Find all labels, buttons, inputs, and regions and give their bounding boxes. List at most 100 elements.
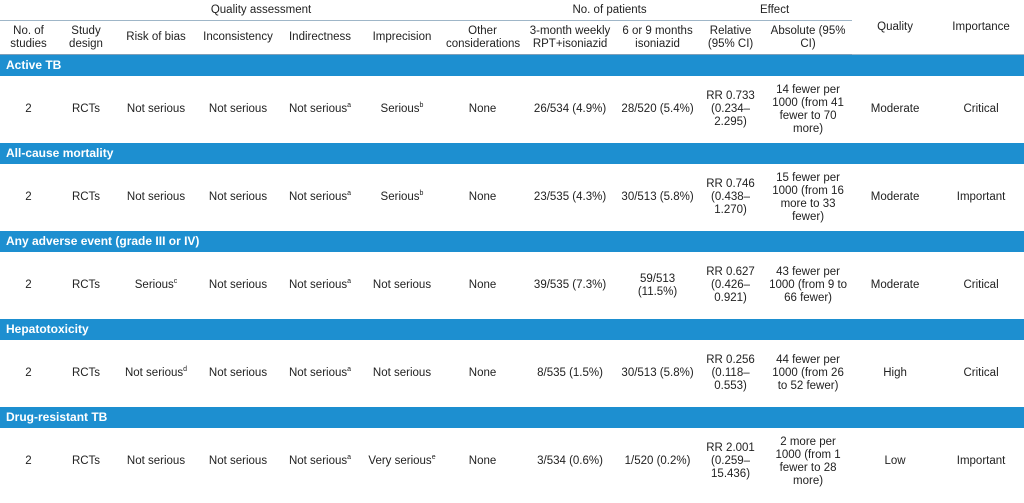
- outcome-title: All-cause mortality: [0, 143, 1024, 164]
- table-row: 2 RCTs Not serious Not serious Not serio…: [0, 76, 1024, 143]
- imprecision-value: Serious: [380, 191, 420, 203]
- table-row: 2 RCTs Not serious Not serious Not serio…: [0, 164, 1024, 231]
- outcome-title: Any adverse event (grade III or IV): [0, 231, 1024, 252]
- cell-importance: Critical: [963, 279, 999, 291]
- indirectness-value: Not serious: [288, 103, 348, 115]
- cell-no-of-studies: 2: [25, 279, 32, 291]
- indirectness-value: Not serious: [288, 455, 348, 467]
- cell-inconsistency: Not serious: [208, 103, 268, 115]
- cell-imprecision: Seriousb: [361, 76, 443, 143]
- cell-isoniazid: 28/520 (5.4%): [621, 103, 694, 115]
- cell-isoniazid: 1/520 (0.2%): [624, 455, 691, 467]
- header-group-row: Quality assessment No. of patients Effec…: [0, 0, 1024, 55]
- imprecision-value: Very serious: [368, 455, 432, 467]
- cell-risk-of-bias: Not serious: [115, 428, 197, 495]
- cell-imprecision: Very seriouse: [361, 428, 443, 495]
- imprecision-value: Not serious: [372, 367, 432, 379]
- col-rpt-isoniazid: 3-month weekly RPT+isoniazid: [522, 20, 619, 55]
- cell-imprecision: Seriousb: [361, 164, 443, 231]
- footnote-marker: c: [173, 278, 178, 286]
- cell-other-considerations: None: [468, 367, 497, 379]
- footnote-marker: b: [419, 190, 424, 198]
- cell-absolute: 44 fewer per 1000 (from 26 to 52 fewer): [772, 354, 844, 392]
- cell-study-design: RCTs: [71, 367, 101, 379]
- col-inconsistency: Inconsistency: [197, 20, 279, 55]
- cell-isoniazid: 59/513 (11.5%): [637, 272, 678, 298]
- cell-relative: RR 0.746 (0.438–1.270): [706, 178, 755, 216]
- cell-absolute: 2 more per 1000 (from 1 fewer to 28 more…: [775, 435, 841, 487]
- cell-no-of-studies: 2: [25, 455, 32, 467]
- footnote-marker: a: [347, 454, 352, 462]
- table-row: 2 RCTs Not serious Not serious Not serio…: [0, 428, 1024, 495]
- outcome-section-header: Hepatotoxicity: [0, 319, 1024, 340]
- cell-quality: High: [883, 367, 907, 379]
- outcome-section-header: Any adverse event (grade III or IV): [0, 231, 1024, 252]
- cell-quality: Low: [884, 455, 906, 467]
- col-relative: Relative (95% CI): [697, 20, 765, 55]
- col-imprecision: Imprecision: [361, 20, 443, 55]
- cell-indirectness: Not seriousa: [279, 340, 361, 407]
- indirectness-value: Not serious: [288, 279, 348, 291]
- cell-absolute: 14 fewer per 1000 (from 41 fewer to 70 m…: [772, 83, 844, 135]
- cell-rpt-isoniazid: 39/535 (7.3%): [533, 279, 607, 291]
- cell-risk-of-bias: Not serious: [115, 76, 197, 143]
- cell-quality: Moderate: [870, 279, 920, 291]
- cell-study-design: RCTs: [71, 455, 101, 467]
- cell-indirectness: Not seriousa: [279, 252, 361, 319]
- cell-rpt-isoniazid: 26/534 (4.9%): [533, 103, 607, 115]
- group-quality-assessment: Quality assessment: [0, 0, 523, 21]
- col-study-design: Study design: [57, 20, 115, 55]
- footnote-marker: a: [347, 278, 352, 286]
- table-body: Active TB 2 RCTs Not serious Not serious…: [0, 54, 1024, 496]
- outcome-title: Active TB: [0, 54, 1024, 76]
- cell-quality: Moderate: [870, 103, 920, 115]
- risk-of-bias-value: Not serious: [126, 191, 186, 203]
- group-effect: Effect: [697, 0, 853, 21]
- cell-no-of-studies: 2: [25, 191, 32, 203]
- group-no-of-patients: No. of patients: [522, 0, 698, 21]
- cell-inconsistency: Not serious: [208, 191, 268, 203]
- footnote-marker: a: [347, 102, 352, 110]
- cell-other-considerations: None: [468, 191, 497, 203]
- cell-indirectness: Not seriousa: [279, 164, 361, 231]
- cell-rpt-isoniazid: 8/535 (1.5%): [537, 367, 603, 379]
- cell-isoniazid: 30/513 (5.8%): [621, 191, 694, 203]
- cell-no-of-studies: 2: [25, 103, 32, 115]
- indirectness-value: Not serious: [288, 191, 348, 203]
- cell-absolute: 43 fewer per 1000 (from 9 to 66 fewer): [769, 266, 848, 304]
- footnote-marker: b: [419, 102, 424, 110]
- cell-study-design: RCTs: [71, 191, 101, 203]
- cell-risk-of-bias: Not serious: [115, 164, 197, 231]
- cell-rpt-isoniazid: 23/535 (4.3%): [533, 191, 607, 203]
- col-no-of-studies: No. of studies: [0, 20, 57, 55]
- cell-other-considerations: None: [468, 103, 497, 115]
- cell-absolute: 15 fewer per 1000 (from 16 more to 33 fe…: [772, 171, 844, 223]
- outcome-title: Drug-resistant TB: [0, 407, 1024, 428]
- cell-risk-of-bias: Not seriousd: [115, 340, 197, 407]
- col-risk-of-bias: Risk of bias: [115, 20, 197, 55]
- indirectness-value: Not serious: [288, 367, 348, 379]
- col-indirectness: Indirectness: [279, 20, 361, 55]
- col-absolute: Absolute (95% CI): [764, 20, 853, 55]
- table-row: 2 RCTs Not seriousd Not serious Not seri…: [0, 340, 1024, 407]
- cell-relative: RR 0.733 (0.234–2.295): [706, 90, 755, 128]
- footnote-marker: d: [183, 366, 188, 374]
- cell-importance: Important: [956, 191, 1006, 203]
- outcome-title: Hepatotoxicity: [0, 319, 1024, 340]
- cell-indirectness: Not seriousa: [279, 428, 361, 495]
- footnote-marker: a: [347, 366, 352, 374]
- header-quality: Quality: [852, 0, 939, 55]
- cell-rpt-isoniazid: 3/534 (0.6%): [537, 455, 603, 467]
- imprecision-value: Not serious: [372, 279, 432, 291]
- outcome-section-header: Active TB: [0, 54, 1024, 76]
- col-other-considerations: Other considerations: [443, 20, 523, 55]
- cell-importance: Important: [956, 455, 1006, 467]
- cell-inconsistency: Not serious: [208, 455, 268, 467]
- cell-risk-of-bias: Seriousc: [115, 252, 197, 319]
- cell-imprecision: Not serious: [361, 252, 443, 319]
- cell-inconsistency: Not serious: [208, 367, 268, 379]
- cell-relative: RR 0.627 (0.426–0.921): [706, 266, 755, 304]
- risk-of-bias-value: Serious: [134, 279, 174, 291]
- col-isoniazid: 6 or 9 months isoniazid: [618, 20, 698, 55]
- cell-relative: RR 2.001 (0.259–15.436): [706, 442, 755, 480]
